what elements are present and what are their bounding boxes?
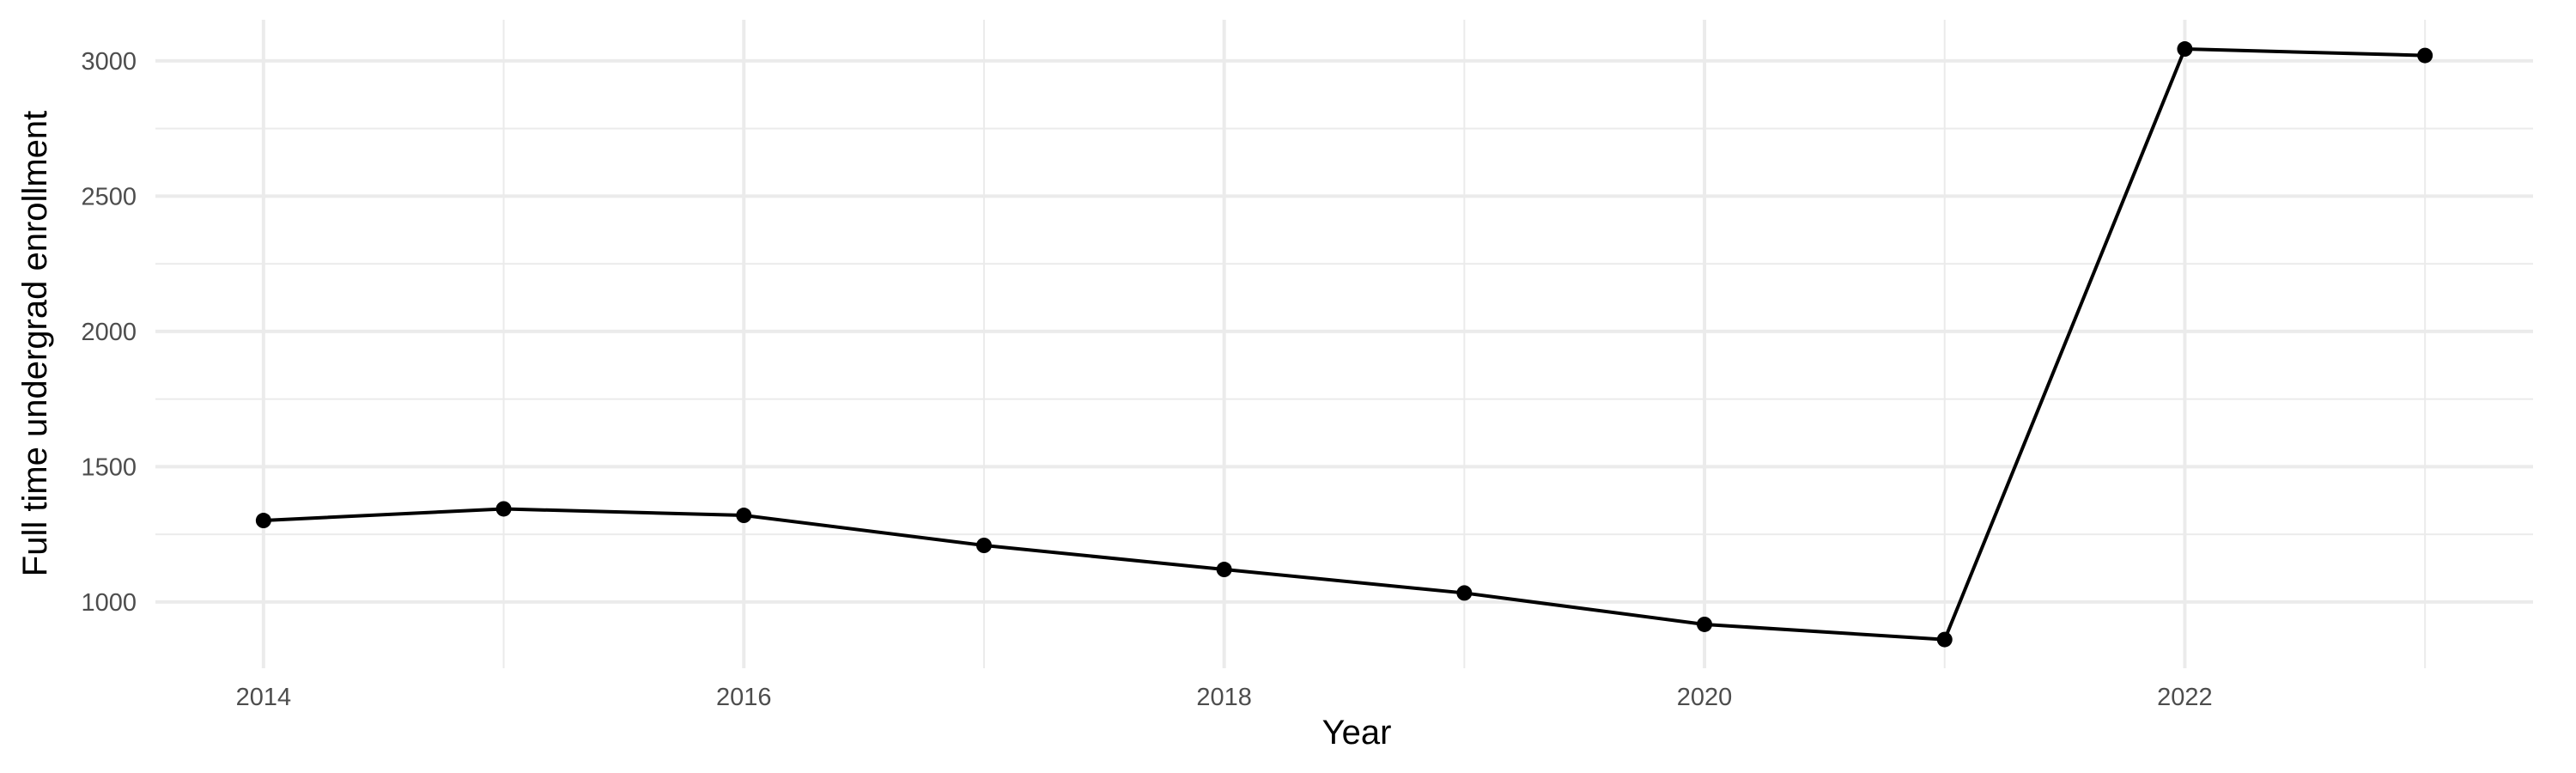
y-tick-label: 1000 (81, 589, 137, 617)
y-tick-label: 2500 (81, 183, 137, 210)
data-point (2177, 41, 2193, 58)
y-tick-label: 3000 (81, 48, 137, 76)
data-point (495, 501, 512, 517)
data-point (1936, 631, 1953, 648)
y-axis-title: Full time undergrad enrollment (16, 111, 54, 576)
series-line (263, 47, 2426, 642)
y-axis-ticks: 1000 1500 2000 2500 3000 (81, 48, 137, 617)
x-tick-label: 2018 (1196, 684, 1252, 711)
grid (155, 20, 2533, 668)
x-tick-label: 2022 (2157, 684, 2213, 711)
data-point (1216, 562, 1232, 578)
data-point (1697, 616, 1713, 632)
x-tick-label: 2016 (716, 684, 772, 711)
x-tick-label: 2020 (1677, 684, 1733, 711)
series (255, 41, 2433, 648)
x-axis-ticks: 2014 2016 2018 2020 2022 (236, 684, 2213, 711)
data-point (736, 508, 752, 524)
data-point (1456, 585, 1473, 601)
data-point (975, 538, 992, 554)
data-point (2417, 47, 2433, 64)
data-point (255, 513, 271, 529)
x-axis-title: Year (1322, 714, 1392, 752)
y-tick-label: 2000 (81, 319, 137, 346)
y-tick-label: 1500 (81, 453, 137, 481)
x-tick-label: 2014 (236, 684, 292, 711)
